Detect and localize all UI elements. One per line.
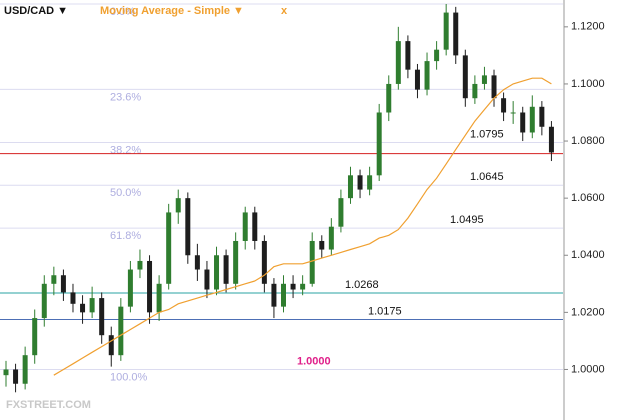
price-label: 1.0268 [345, 279, 379, 291]
candle-body [223, 255, 229, 284]
candle-body [539, 106, 545, 127]
candle-body [501, 98, 507, 113]
candle-body [185, 198, 191, 256]
candle-body [13, 369, 19, 384]
ma-layer [53, 77, 552, 376]
candle-body [252, 212, 258, 241]
candle-body [3, 369, 9, 376]
candle-body [22, 355, 28, 384]
y-tick-label: 1.1200 [571, 21, 605, 33]
symbol[interactable]: USD/CAD ▼ [4, 5, 68, 17]
price-label: 1.0000 [297, 355, 331, 367]
fib-layer: 0.0% 23.6% 38.2% 50.0% 61.8% 100.0% [0, 3, 563, 383]
candle-body [424, 61, 430, 90]
candle-body [347, 175, 353, 199]
candle-body [175, 198, 181, 213]
candle-body [290, 283, 296, 290]
candle-body [60, 275, 66, 293]
candle-body [80, 303, 86, 313]
y-tick-label: 1.0200 [571, 306, 605, 318]
candle-body [242, 212, 248, 241]
candle-body [328, 226, 334, 250]
y-tick-label: 1.0800 [571, 135, 605, 147]
y-tick-label: 1.0400 [571, 249, 605, 261]
candle-body [300, 283, 306, 290]
candle-body [214, 255, 220, 290]
candle-body [118, 306, 124, 356]
fib-label: 0.0% [110, 6, 135, 18]
indicator[interactable]: Moving Average - Simple ▼ [100, 5, 244, 17]
price-label: 1.0645 [470, 171, 504, 183]
candle-body [261, 240, 267, 284]
candle-body [443, 12, 449, 50]
candle-body [548, 126, 554, 153]
levels-layer: 1.0795 1.0645 1.0495 1.0268 1.0175 1.0000 [0, 128, 563, 367]
candle-body [127, 269, 133, 307]
candle-body [70, 292, 76, 304]
candle-body [99, 298, 105, 336]
close-button[interactable]: x [281, 5, 288, 17]
candle-body [510, 112, 516, 114]
candle-body [453, 12, 459, 56]
candle-body [481, 75, 487, 84]
watermark: FXSTREET.COM [6, 399, 91, 411]
y-tick-label: 1.0000 [571, 363, 605, 375]
candle-body [309, 240, 315, 284]
candle-body [491, 75, 497, 99]
candles-layer [3, 3, 554, 393]
candle-body [405, 41, 411, 70]
candle-body [271, 283, 277, 307]
fib-label: 38.2% [110, 144, 141, 156]
candle-body [319, 240, 325, 250]
candle-body [395, 41, 401, 84]
fib-label: 100.0% [110, 371, 148, 383]
candle-body [520, 112, 526, 133]
candle-body [414, 69, 420, 90]
candle-body [529, 106, 535, 133]
y-tick-label: 1.1000 [571, 78, 605, 90]
candle-body [166, 212, 172, 284]
candle-body [462, 55, 468, 99]
candle-body [51, 275, 57, 284]
candle-body [376, 112, 382, 176]
candle-body [357, 175, 363, 190]
candle-body [147, 260, 153, 313]
price-label: 1.0795 [470, 128, 504, 140]
fib-label: 61.8% [110, 230, 141, 242]
candle-body [194, 255, 200, 270]
fib-label: 50.0% [110, 187, 141, 199]
candle-body [32, 318, 38, 356]
candle-body [204, 269, 210, 290]
axis-layer: 1.0000 1.0200 1.0400 1.0600 1.0800 1.1000 1.12… [564, 21, 605, 375]
price-label: 1.0495 [450, 214, 484, 226]
fib-label: 23.6% [110, 91, 141, 103]
candle-body [281, 283, 286, 307]
candle-body [156, 283, 162, 313]
y-tick-label: 1.0600 [571, 192, 605, 204]
candle-body [386, 83, 392, 113]
candle-body [233, 240, 239, 284]
candle-body [338, 198, 344, 227]
candle-body [472, 83, 478, 99]
candle-body [89, 298, 95, 313]
moving-average [53, 77, 552, 376]
candle-body [434, 49, 440, 62]
price-label: 1.0175 [368, 305, 402, 317]
candle-body [137, 260, 143, 270]
candle-body [367, 175, 373, 190]
candle-body [41, 283, 47, 319]
candle-body [108, 335, 114, 356]
